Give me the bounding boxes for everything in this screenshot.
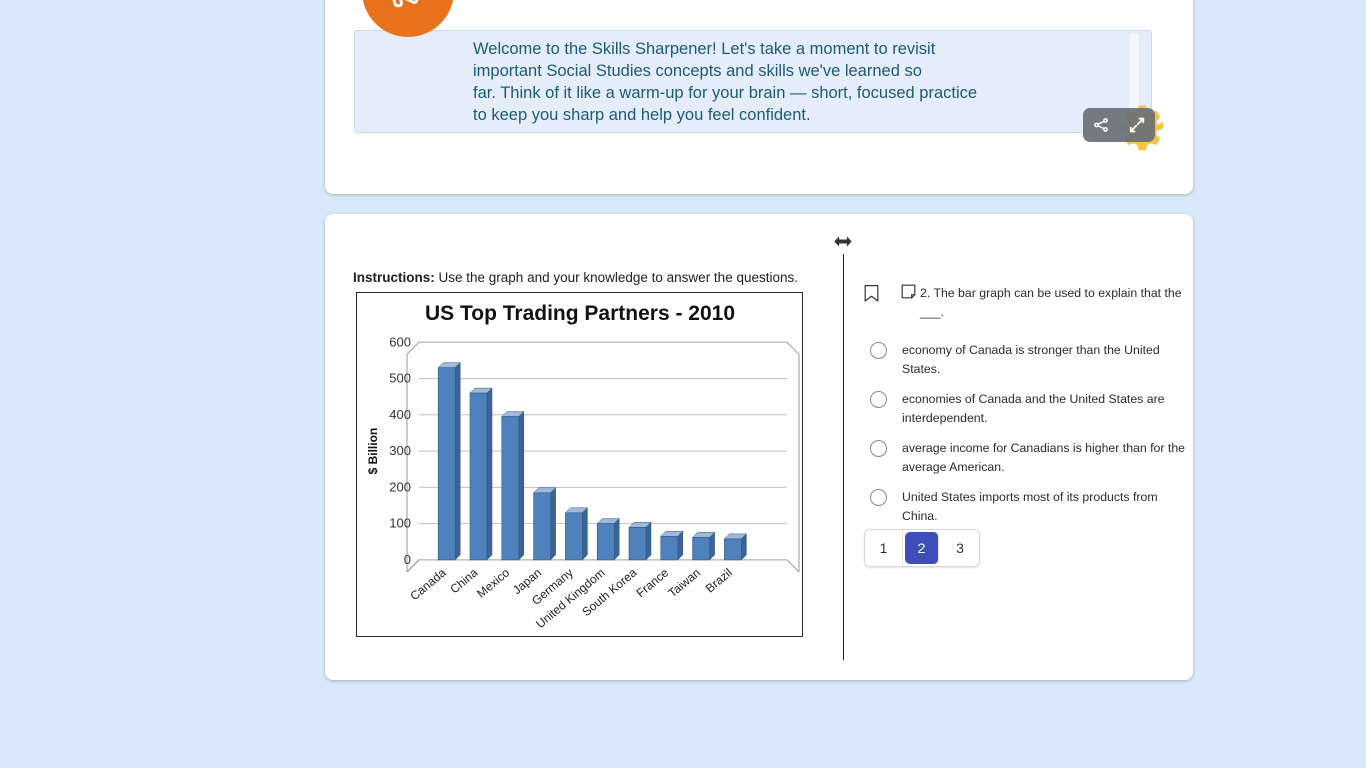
- svg-text:France: France: [634, 565, 672, 600]
- svg-text:200: 200: [389, 479, 411, 494]
- svg-text:Taiwan: Taiwan: [665, 565, 703, 600]
- svg-text:US Top Trading Partners - 2010: US Top Trading Partners - 2010: [425, 302, 735, 325]
- svg-text:Brazil: Brazil: [703, 565, 735, 595]
- svg-text:0: 0: [404, 552, 411, 567]
- svg-text:Mexico: Mexico: [474, 565, 512, 600]
- svg-text:400: 400: [389, 407, 411, 422]
- svg-text:Canada: Canada: [407, 565, 448, 603]
- svg-text:500: 500: [389, 371, 411, 386]
- svg-text:300: 300: [389, 443, 411, 458]
- svg-text:100: 100: [389, 516, 411, 531]
- svg-text:600: 600: [389, 334, 411, 349]
- svg-text:$ Billion: $ Billion: [366, 428, 380, 475]
